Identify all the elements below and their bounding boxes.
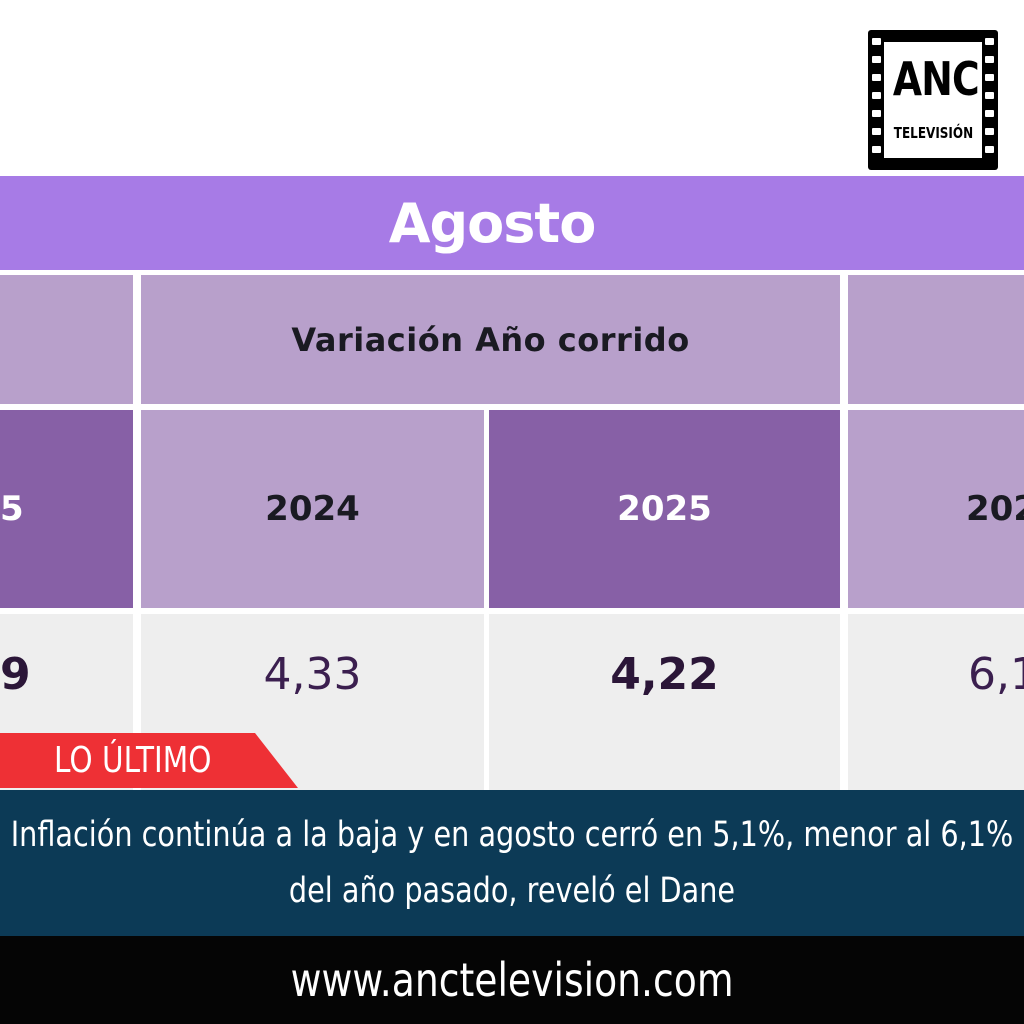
logo-wordmark: ANC	[892, 52, 980, 106]
value-label: 9	[0, 648, 31, 700]
year-cell: 2024	[141, 410, 484, 608]
header-cell-right	[848, 275, 1024, 404]
year-label: 202	[966, 489, 1024, 529]
film-perforation	[985, 128, 994, 135]
film-perforation	[872, 38, 881, 45]
value-label: 4,33	[263, 648, 362, 700]
year-label: 2025	[617, 489, 712, 529]
film-perforation	[872, 74, 881, 81]
value-cell-partial: 6,1	[848, 614, 1024, 794]
month-header: Agosto	[0, 176, 1024, 270]
breaking-news-label: LO ÚLTIMO	[54, 740, 212, 781]
year-label: 5	[0, 489, 24, 529]
film-perforation	[985, 146, 994, 153]
section-header-cell: Variación Año corrido	[141, 275, 840, 404]
film-perforation	[985, 92, 994, 99]
section-header-label: Variación Año corrido	[291, 320, 690, 359]
anc-television-logo: ANC TELEVISIÓN	[868, 30, 998, 170]
breaking-news-tag: LO ÚLTIMO	[0, 733, 298, 788]
headline-text: Inflación continúa a la baja y en agosto…	[10, 815, 1014, 911]
film-perforation	[872, 128, 881, 135]
logo-frame: ANC TELEVISIÓN	[884, 42, 982, 158]
value-label: 4,22	[610, 648, 719, 700]
header-cell-left	[0, 275, 133, 404]
year-cell-partial: 5	[0, 410, 133, 608]
headline-bar: Inflación continúa a la baja y en agosto…	[0, 790, 1024, 936]
month-header-title: Agosto	[388, 191, 597, 255]
film-perforation	[872, 146, 881, 153]
year-cell-highlight: 2025	[489, 410, 840, 608]
year-label: 2024	[265, 489, 360, 529]
value-cell: 4,22	[489, 614, 840, 794]
film-perforation	[985, 110, 994, 117]
value-label: 6,1	[968, 648, 1024, 700]
website-bar: www.anctelevision.com	[0, 936, 1024, 1024]
film-perforation	[872, 110, 881, 117]
film-perforation	[872, 56, 881, 63]
film-perforation	[985, 56, 994, 63]
film-perforation	[985, 74, 994, 81]
website-url: www.anctelevision.com	[290, 953, 734, 1007]
film-perforation	[872, 92, 881, 99]
film-perforation	[985, 38, 994, 45]
year-cell-partial: 202	[848, 410, 1024, 608]
logo-subtitle: TELEVISIÓN	[893, 124, 974, 142]
